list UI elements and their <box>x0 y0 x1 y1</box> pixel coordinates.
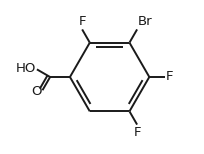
Text: O: O <box>31 85 41 98</box>
Text: F: F <box>78 15 86 28</box>
Text: F: F <box>133 126 141 139</box>
Text: HO: HO <box>16 62 36 75</box>
Text: F: F <box>166 71 173 83</box>
Text: Br: Br <box>138 15 152 28</box>
